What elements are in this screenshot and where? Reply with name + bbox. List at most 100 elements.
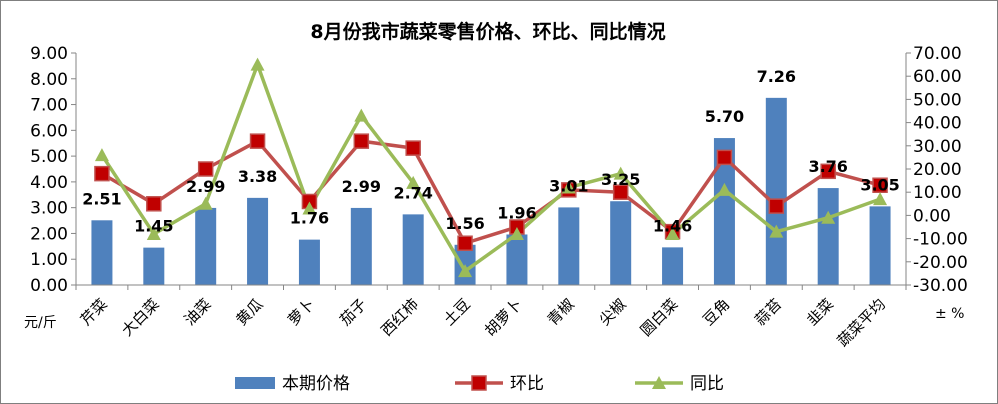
left-axis-unit: 元/斤 — [24, 315, 57, 331]
bars-layer — [91, 97, 891, 285]
series-1-marker-4 — [302, 201, 317, 215]
series-0-marker-5 — [353, 133, 370, 149]
bar-value-label-8: 1.96 — [497, 203, 536, 222]
series-line-1 — [100, 62, 881, 273]
series-0-marker-14 — [820, 163, 836, 180]
left-tick-label-3: 3.00 — [30, 199, 68, 219]
category-label-1: 大白菜 — [118, 295, 163, 340]
bar-15 — [869, 206, 891, 285]
category-label-2: 油菜 — [181, 295, 215, 329]
right-tick-label-1: -20.00 — [913, 253, 968, 273]
bar-2 — [195, 207, 217, 285]
bar-value-label-10: 3.25 — [601, 170, 640, 189]
right-tick-label-5: 20.00 — [913, 160, 962, 180]
bar-value-label-5: 2.99 — [342, 177, 381, 196]
bar-3 — [247, 197, 269, 285]
bar-value-label-7: 1.56 — [445, 214, 484, 233]
bar-14 — [817, 188, 839, 285]
series-1-marker-9 — [561, 180, 576, 194]
category-label-11: 圆白菜 — [637, 295, 682, 340]
category-label-15: 蔬菜平均 — [834, 295, 889, 350]
left-tick-label-8: 8.00 — [30, 70, 68, 90]
legend-label-2: 同比 — [690, 374, 724, 394]
bar-5 — [350, 207, 372, 285]
left-tick-label-2: 2.00 — [30, 224, 68, 244]
series-0-marker-7 — [457, 235, 473, 251]
category-label-3: 黄瓜 — [232, 295, 266, 329]
series-1-marker-5 — [354, 108, 369, 122]
legend: 本期价格 环比 同比 — [235, 374, 724, 394]
left-tick-label-9: 9.00 — [30, 44, 68, 64]
legend-label-1: 环比 — [510, 374, 544, 394]
series-1-marker-6 — [406, 175, 421, 189]
series-1-marker-12 — [717, 182, 732, 196]
series-1-marker-10 — [613, 166, 628, 180]
series-0-marker-12 — [716, 149, 733, 166]
bar-value-label-15: 3.05 — [860, 175, 899, 194]
left-tick-label-0: 0.00 — [30, 276, 68, 296]
bar-value-label-1: 1.45 — [134, 217, 173, 236]
bar-9 — [558, 207, 580, 285]
category-label-12: 豆角 — [699, 295, 733, 329]
series-0-marker-0 — [94, 165, 110, 182]
left-tick-label-6: 6.00 — [30, 121, 68, 141]
category-label-7: 土豆 — [440, 295, 474, 329]
category-label-5: 茄子 — [336, 295, 370, 329]
right-axis-unit: ± % — [935, 306, 964, 322]
category-label-6: 西红柿 — [377, 295, 422, 340]
data-labels-layer: 2.51 1.45 2.99 3.38 1.76 2.99 2.74 1.56 1.96 3.01… — [82, 67, 900, 236]
left-tick-label-7: 7.00 — [30, 96, 68, 116]
series-1-marker-8 — [509, 226, 524, 240]
right-tick-label-10: 70.00 — [913, 44, 962, 64]
category-label-8: 胡萝卜 — [481, 295, 526, 340]
left-tick-label-1: 1.00 — [30, 250, 68, 270]
category-label-0: 芹菜 — [77, 295, 111, 329]
legend-swatch-1-marker — [471, 375, 487, 391]
bar-value-label-14: 3.76 — [808, 157, 847, 176]
bar-11 — [662, 247, 684, 285]
bar-value-label-9: 3.01 — [549, 176, 588, 195]
series-1-marker-11 — [665, 226, 680, 240]
right-tick-label-8: 50.00 — [913, 90, 962, 110]
series-0-marker-13 — [768, 198, 785, 214]
right-tick-label-4: 10.00 — [913, 183, 962, 203]
legend-swatch-2-marker — [652, 376, 666, 389]
bar-12 — [713, 138, 735, 285]
series-0-marker-6 — [405, 140, 421, 156]
right-tick-label-9: 60.00 — [913, 67, 962, 87]
series-line-0 — [101, 139, 881, 245]
series-1-marker-15 — [873, 192, 888, 206]
right-tick-label-7: 40.00 — [913, 114, 962, 134]
bar-1 — [143, 247, 165, 285]
series-1-marker-7 — [458, 264, 473, 278]
category-label-14: 韭菜 — [803, 295, 837, 329]
bar-8 — [506, 234, 528, 285]
series-0-marker-3 — [249, 133, 266, 149]
bar-value-label-0: 2.51 — [82, 189, 121, 208]
bar-value-label-6: 2.74 — [393, 183, 432, 202]
bar-value-label-4: 1.76 — [290, 209, 329, 228]
category-label-9: 青椒 — [544, 295, 578, 329]
bar-6 — [402, 214, 424, 285]
bar-value-label-12: 5.70 — [705, 107, 744, 126]
chart-title: 8月份我市蔬菜零售价格、环比、同比情况 — [310, 20, 665, 43]
series-1-marker-14 — [821, 210, 836, 224]
series-1-marker-13 — [769, 224, 784, 238]
series-1-marker-1 — [146, 226, 161, 240]
right-tick-label-3: 0.00 — [913, 206, 951, 226]
left-tick-label-4: 4.00 — [30, 173, 68, 193]
right-tick-label-2: -10.00 — [913, 230, 968, 250]
bar-0 — [91, 220, 113, 285]
bar-10 — [610, 201, 632, 285]
legend-label-0: 本期价格 — [282, 374, 350, 394]
right-tick-label-0: -30.00 — [913, 276, 968, 296]
series-1-marker-2 — [198, 196, 213, 210]
left-tick-label-5: 5.00 — [30, 147, 68, 167]
category-label-4: 萝卜 — [284, 295, 318, 329]
bar-value-label-13: 7.26 — [757, 67, 796, 86]
right-tick-label-6: 30.00 — [913, 137, 962, 157]
series-1-marker-0 — [94, 148, 109, 162]
series-0-marker-2 — [197, 161, 214, 177]
category-label-13: 蒜苔 — [751, 295, 785, 329]
